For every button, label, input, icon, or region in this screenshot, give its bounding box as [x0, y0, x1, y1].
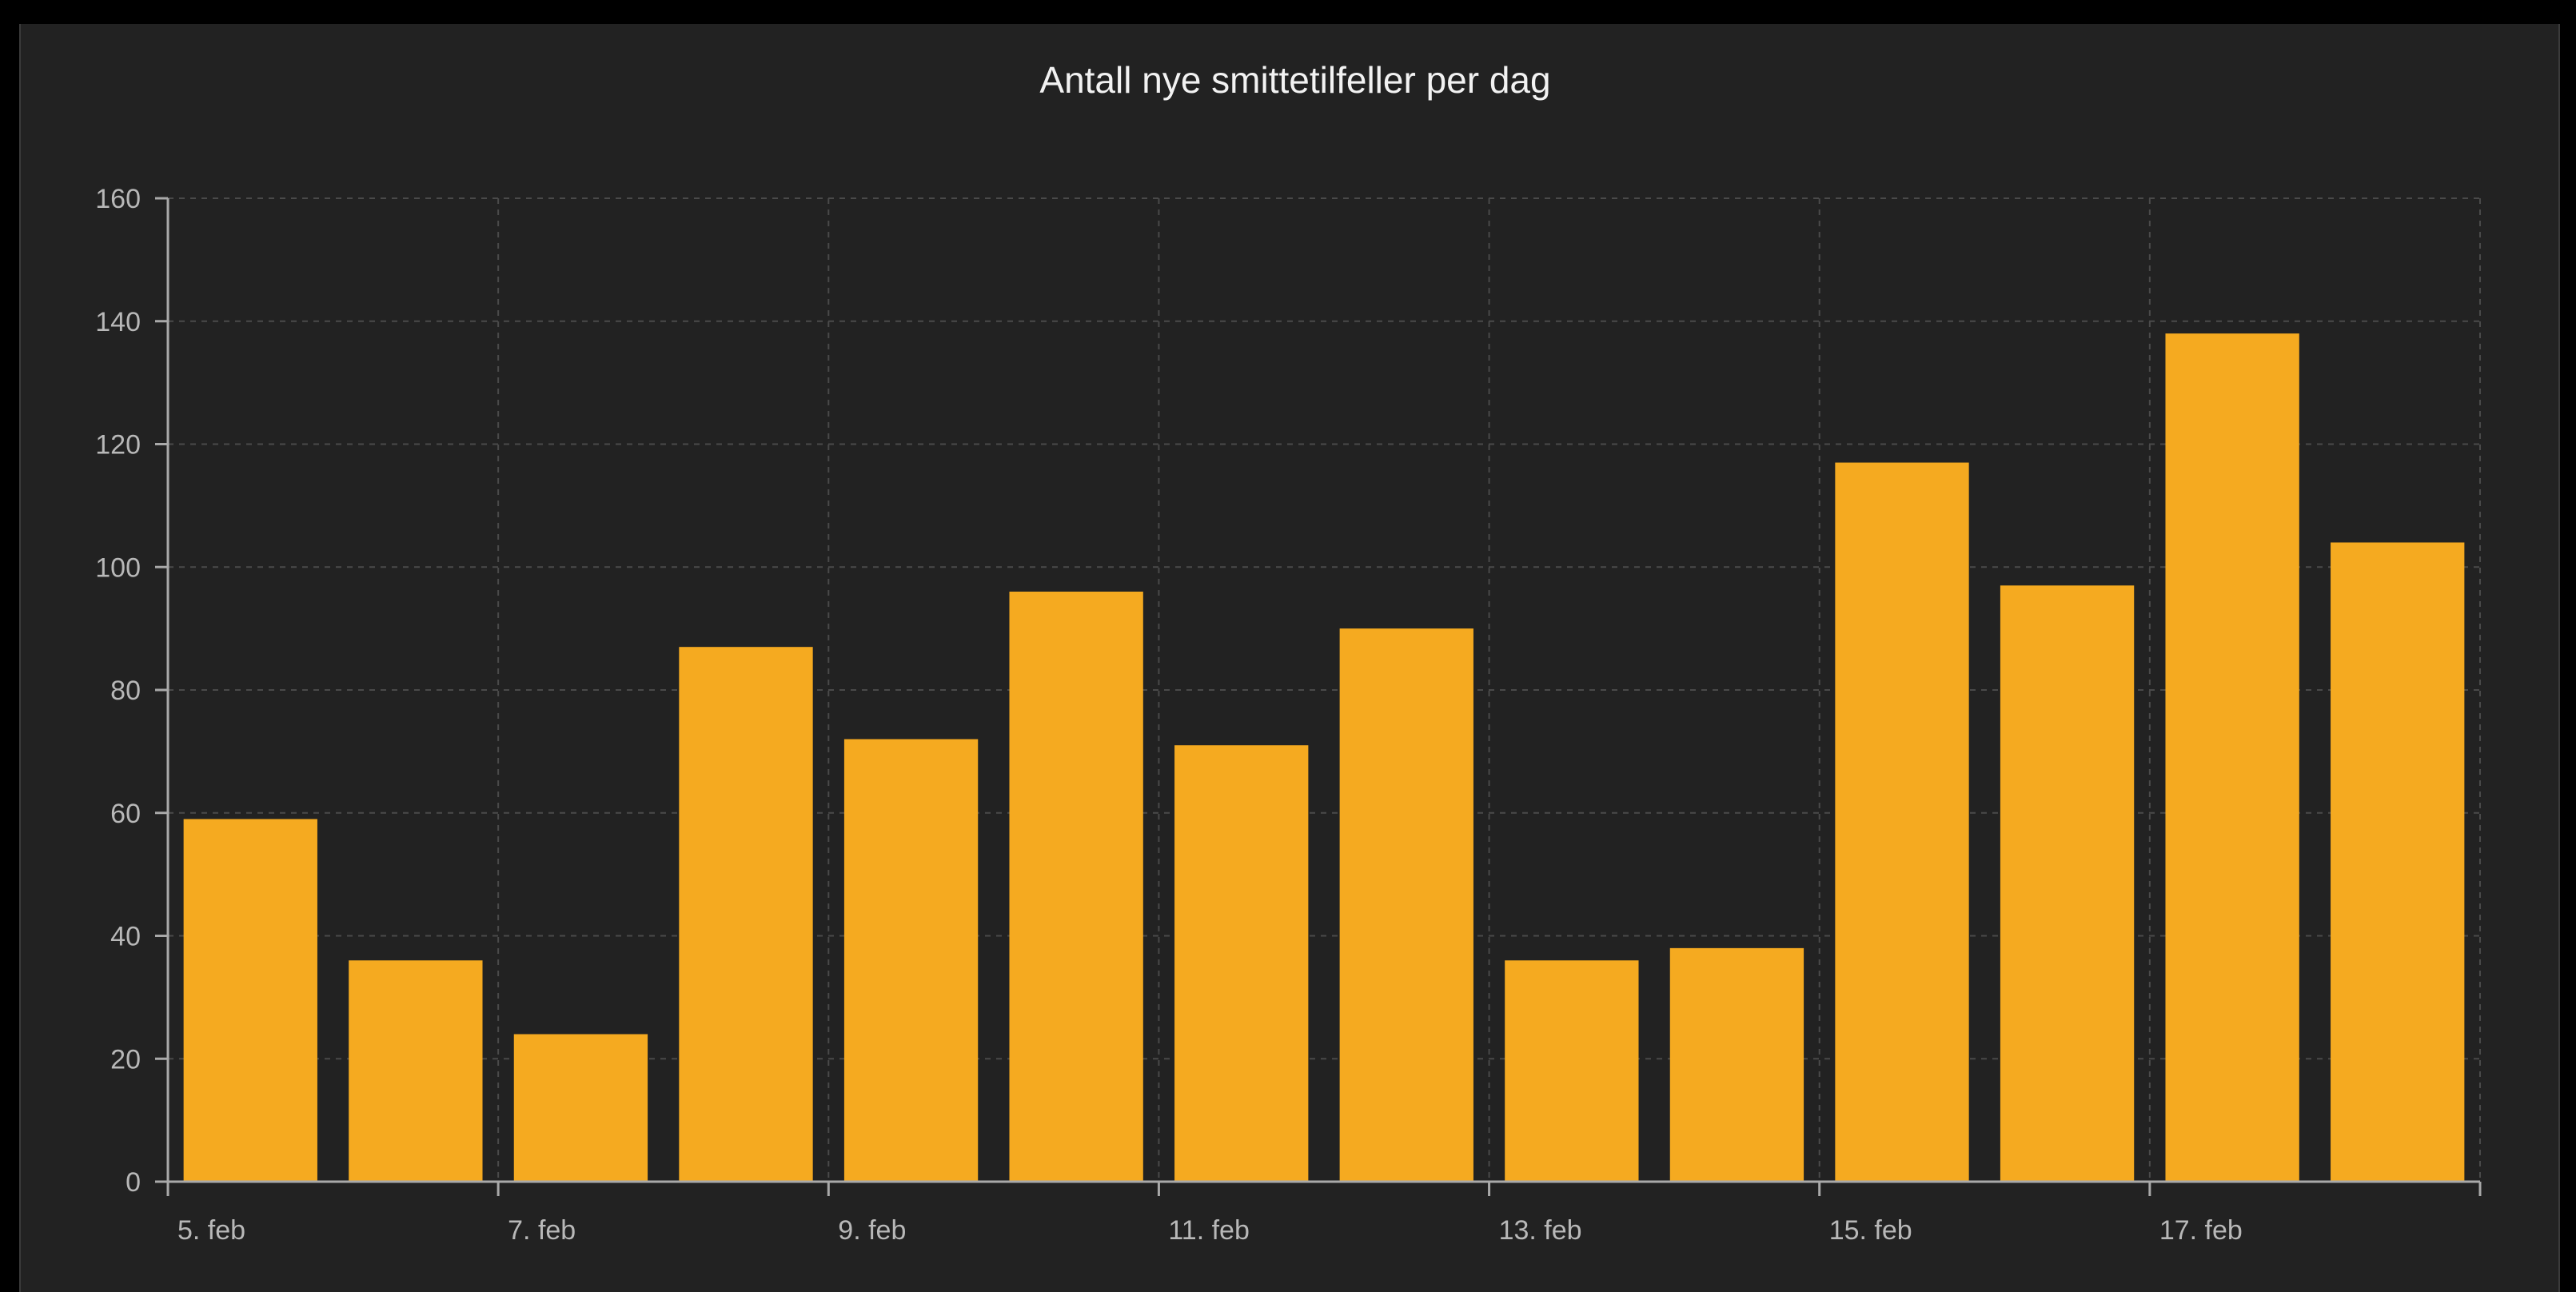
- bar-16-feb: [2000, 585, 2135, 1182]
- x-tick-label: 15. feb: [1829, 1215, 1912, 1246]
- bar-15-feb: [1835, 462, 1969, 1182]
- bars: [183, 333, 2465, 1182]
- y-tick-label: 120: [95, 430, 141, 461]
- bar-7-feb: [513, 1034, 648, 1182]
- y-tick-label: 140: [95, 307, 141, 337]
- x-tick-label: 5. feb: [177, 1215, 245, 1246]
- bar-18-feb: [2331, 542, 2465, 1182]
- y-tick-label: 100: [95, 552, 141, 583]
- x-tick-label: 11. feb: [1168, 1215, 1249, 1246]
- bar-10-feb: [1009, 592, 1143, 1182]
- bar-9-feb: [843, 739, 979, 1182]
- x-tick-label: 17. feb: [2159, 1215, 2243, 1246]
- bar-6-feb: [349, 960, 483, 1182]
- x-tick-label: 9. feb: [838, 1215, 906, 1246]
- bar-11-feb: [1174, 745, 1309, 1182]
- y-tick-label: 40: [110, 922, 141, 952]
- y-tick-label: 20: [110, 1044, 141, 1075]
- y-tick-label: 80: [110, 676, 141, 706]
- chart-title: Antall nye smittetilfeller per dag: [1039, 59, 1550, 101]
- bar-12-feb: [1339, 628, 1473, 1182]
- bar-5-feb: [183, 819, 317, 1182]
- axes: [155, 197, 2482, 1196]
- y-tick-label: 0: [126, 1167, 141, 1198]
- tick-labels: 0 20 40 60 80 100 120 140 160 5. feb 7. feb 9. feb 1…: [95, 184, 2243, 1246]
- bar-17-feb: [2165, 333, 2299, 1182]
- y-tick-label: 160: [95, 184, 141, 214]
- x-tick-label: 13. feb: [1499, 1215, 1582, 1246]
- y-tick-label: 60: [110, 799, 141, 829]
- bar-8-feb: [679, 647, 813, 1182]
- bar-14-feb: [1669, 947, 1804, 1182]
- x-tick-label: 7. feb: [508, 1215, 576, 1246]
- bar-13-feb: [1505, 960, 1639, 1182]
